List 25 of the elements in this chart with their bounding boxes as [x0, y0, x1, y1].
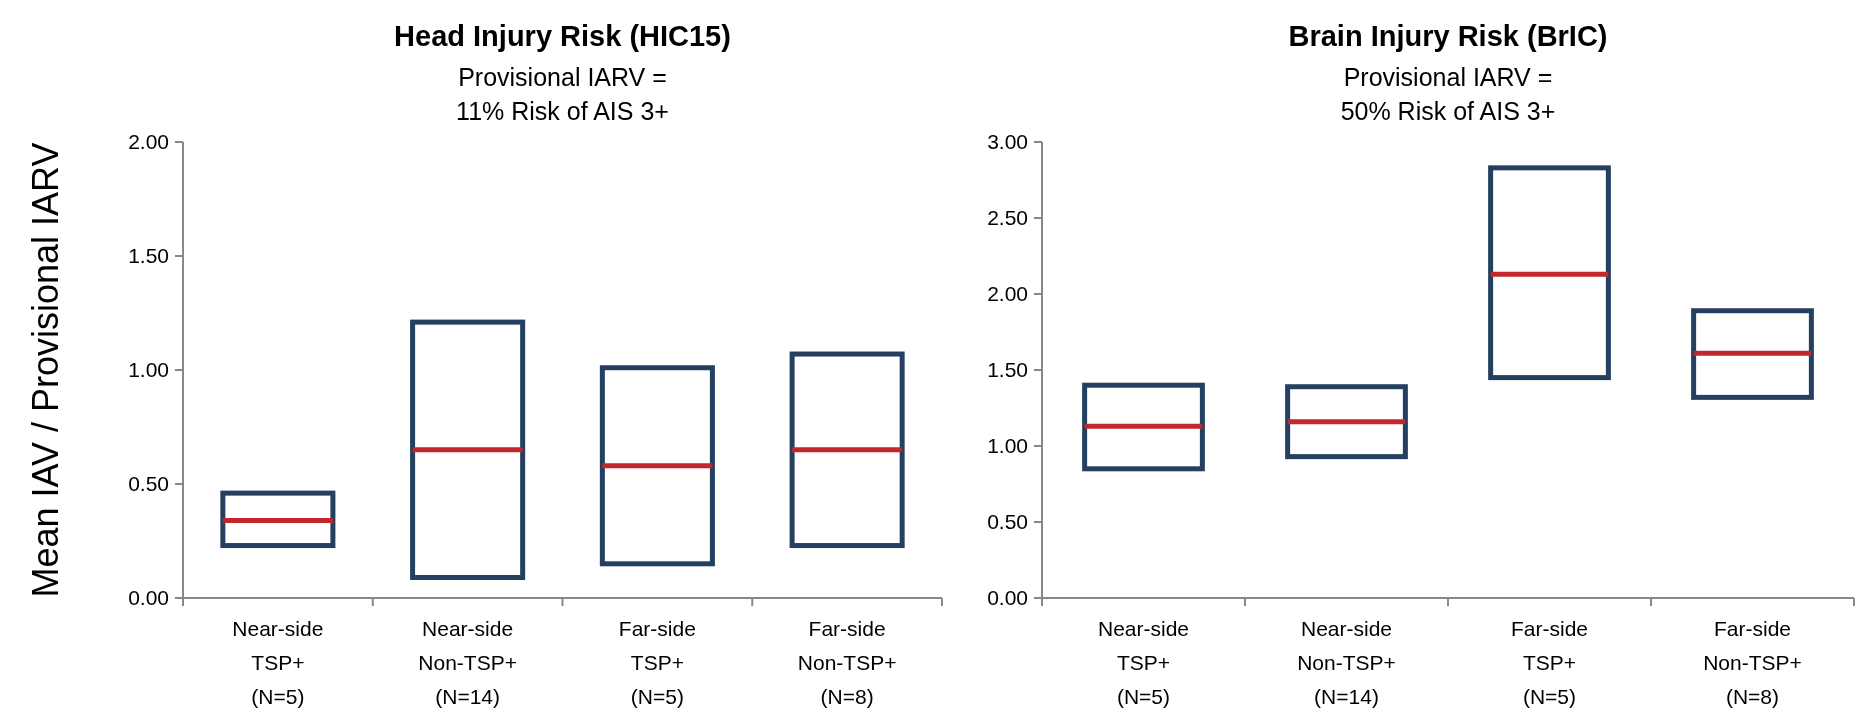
y-tick-label: 2.50	[987, 206, 1028, 230]
x-tick-label: Near-side Non-TSP+ (N=14)	[1297, 617, 1396, 708]
x-tick-label: Near-side TSP+ (N=5)	[1097, 617, 1190, 708]
x-tick-label: Near-side Non-TSP+ (N=14)	[418, 617, 517, 708]
chart-title: Head Injury Risk (HIC15)	[394, 20, 731, 52]
x-tick-label: Far-side TSP+ (N=5)	[618, 617, 696, 708]
chart-subtitle: Provisional IARV = 50% Risk of AIS 3+	[1340, 63, 1556, 125]
y-tick-label: 1.50	[987, 358, 1028, 382]
x-tick-label: Near-side TSP+ (N=5)	[232, 617, 324, 708]
x-tick-label: Far-side TSP+ (N=5)	[1510, 617, 1589, 708]
y-tick-label: 2.00	[128, 130, 169, 154]
y-tick-label: 2.00	[987, 282, 1028, 306]
y-tick-label: 1.50	[128, 244, 169, 268]
x-tick-label: Far-side Non-TSP+ (N=8)	[797, 617, 897, 708]
chart-subtitle: Provisional IARV = 11% Risk of AIS 3+	[456, 63, 669, 125]
y-tick-label: 0.00	[128, 586, 169, 610]
y-tick-label: 0.50	[987, 510, 1028, 534]
x-tick-label: Far-side Non-TSP+ (N=8)	[1703, 617, 1802, 708]
y-axis-title: Mean IAV / Provisional IARV	[25, 142, 66, 598]
y-tick-label: 0.50	[128, 472, 169, 496]
y-tick-label: 1.00	[128, 358, 169, 382]
y-tick-label: 1.00	[987, 434, 1028, 458]
y-tick-label: 0.00	[987, 586, 1028, 610]
chart-title: Brain Injury Risk (BrIC)	[1288, 20, 1608, 52]
y-tick-label: 3.00	[987, 130, 1028, 154]
